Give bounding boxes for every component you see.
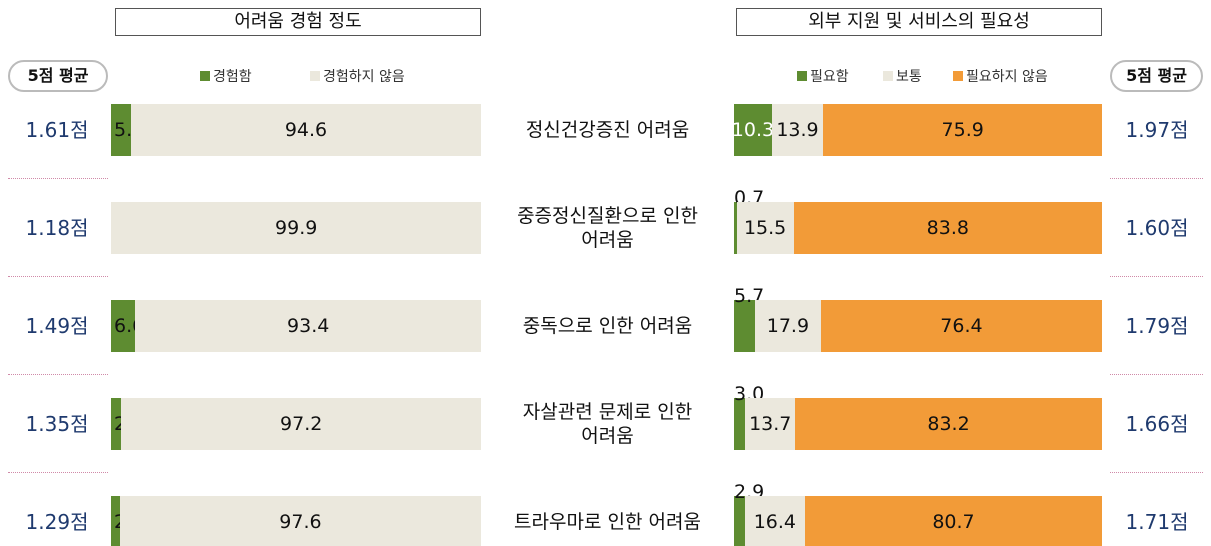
average-value: 1.35점 bbox=[25, 412, 89, 436]
legend-label: 경험함 bbox=[213, 69, 252, 85]
category-label: 중독으로 인한 어려움 bbox=[522, 315, 693, 337]
category-label: 중증정신질환으로 인한 어려움 bbox=[517, 205, 698, 251]
separator bbox=[1110, 472, 1203, 473]
separator bbox=[8, 472, 108, 473]
legend-label: 보통 bbox=[896, 69, 922, 85]
value-label: 93.4 bbox=[287, 315, 330, 337]
value-label: 80.7 bbox=[932, 511, 975, 533]
separator bbox=[8, 374, 108, 375]
value-label: 97.6 bbox=[279, 511, 322, 533]
bar-segment bbox=[805, 496, 1102, 546]
legend-label: 경험하지 않음 bbox=[323, 69, 405, 85]
average-value: 1.71점 bbox=[1125, 510, 1189, 534]
category-label: 트라우마로 인한 어려움 bbox=[514, 511, 701, 533]
value-label: 94.6 bbox=[284, 119, 328, 141]
average-value: 1.49점 bbox=[25, 314, 89, 338]
value-label: 83.8 bbox=[926, 217, 969, 239]
bar-segment bbox=[734, 104, 772, 156]
bar-segment bbox=[793, 202, 1102, 254]
separator bbox=[1110, 178, 1203, 179]
bar-segment bbox=[111, 496, 120, 546]
bar-segment bbox=[771, 104, 824, 156]
bar-segment bbox=[795, 398, 1102, 450]
bar-segment bbox=[823, 104, 1103, 156]
legend-label: 필요함 bbox=[810, 69, 849, 85]
legend-item: 경험하지 않음 bbox=[310, 66, 405, 86]
value-label: 15.5 bbox=[743, 217, 787, 239]
legend-swatch bbox=[200, 71, 210, 81]
bar-segment bbox=[754, 300, 821, 352]
legend-swatch bbox=[797, 71, 807, 81]
legend-item: 필요함 bbox=[797, 66, 849, 86]
legend-item: 필요하지 않음 bbox=[953, 66, 1048, 86]
value-label: 10.3 bbox=[731, 119, 775, 141]
average-header: 5점 평균 bbox=[1110, 60, 1203, 92]
legend-label: 필요하지 않음 bbox=[966, 69, 1048, 85]
bar-segment bbox=[736, 202, 794, 254]
legend-swatch bbox=[883, 71, 893, 81]
value-label: 76.4 bbox=[940, 315, 983, 337]
average-value: 1.97점 bbox=[1125, 118, 1189, 142]
value-label: 97.2 bbox=[280, 413, 323, 435]
average-value: 1.79점 bbox=[1125, 314, 1189, 338]
bar-segment bbox=[745, 398, 796, 450]
separator bbox=[1110, 374, 1203, 375]
value-label: 13.7 bbox=[749, 413, 792, 435]
value-label: 16.4 bbox=[753, 511, 796, 533]
bar-segment bbox=[119, 496, 481, 546]
chart-title: 외부 지원 및 서비스의 필요성 bbox=[736, 8, 1102, 36]
separator bbox=[8, 276, 108, 277]
separator bbox=[8, 178, 108, 179]
bar-segment bbox=[744, 496, 806, 546]
bar-segment bbox=[734, 202, 737, 254]
bar-segment bbox=[734, 496, 745, 546]
bar-segment bbox=[135, 300, 481, 352]
value-label: 13.9 bbox=[776, 119, 819, 141]
bar-segment bbox=[820, 300, 1102, 352]
bar-segment bbox=[734, 300, 755, 352]
category-label: 정신건강증진 어려움 bbox=[525, 119, 690, 141]
category-label: 자살관련 문제로 인한 어려움 bbox=[522, 401, 693, 447]
average-value: 1.66점 bbox=[1125, 412, 1189, 436]
bar-segment bbox=[111, 300, 136, 352]
bar-segment bbox=[111, 104, 131, 156]
chart-title: 어려움 경험 정도 bbox=[115, 8, 481, 36]
separator bbox=[1110, 276, 1203, 277]
value-label: 17.9 bbox=[766, 315, 810, 337]
bar-segment bbox=[111, 202, 481, 254]
bar-segment bbox=[111, 398, 122, 450]
average-header: 5점 평균 bbox=[8, 60, 108, 92]
bar-segment bbox=[734, 398, 746, 450]
average-value: 1.60점 bbox=[1125, 216, 1189, 240]
legend-item: 보통 bbox=[883, 66, 922, 86]
legend-item: 경험함 bbox=[200, 66, 252, 86]
value-label: 75.9 bbox=[941, 119, 984, 141]
value-label: 83.2 bbox=[927, 413, 970, 435]
value-label: 99.9 bbox=[275, 217, 318, 239]
bar-segment bbox=[121, 398, 481, 450]
legend-swatch bbox=[953, 71, 963, 81]
average-value: 1.61점 bbox=[25, 118, 89, 142]
average-value: 1.29점 bbox=[25, 510, 89, 534]
bar-segment bbox=[130, 104, 481, 156]
average-value: 1.18점 bbox=[25, 216, 89, 240]
legend-swatch bbox=[310, 71, 320, 81]
